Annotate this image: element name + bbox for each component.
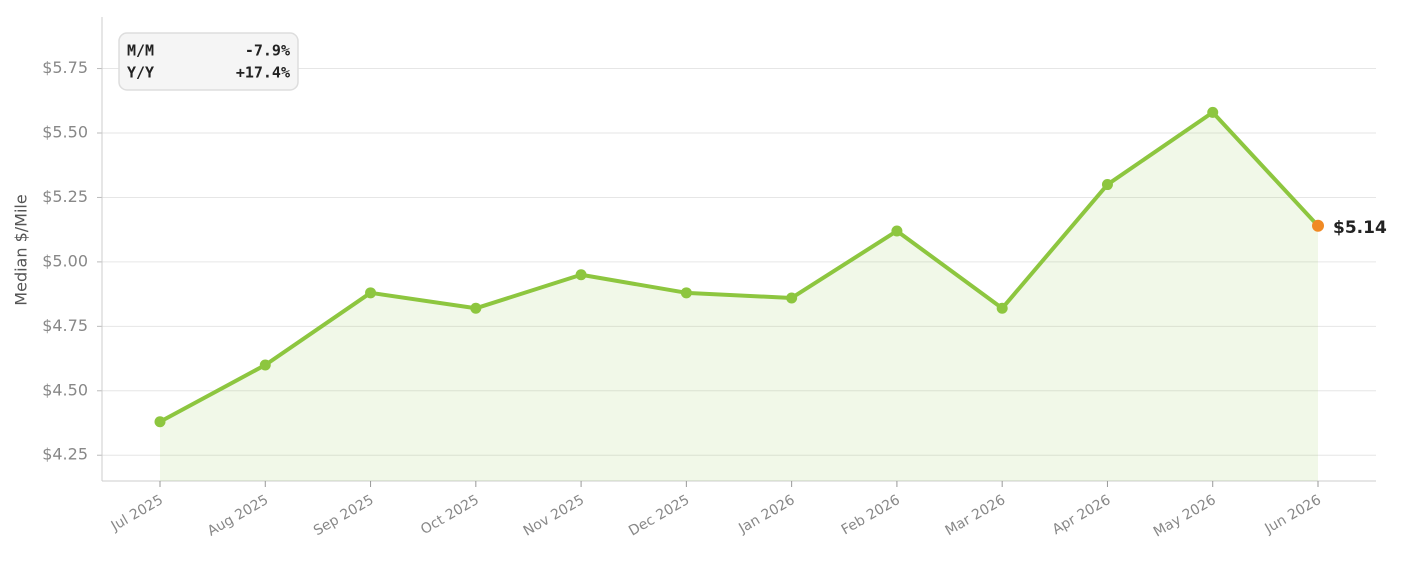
point (575, 269, 587, 281)
stats-value: +17.4% (236, 64, 290, 82)
y-tick-label: $5.50 (42, 123, 88, 142)
x-tick-label: Dec 2025 (626, 492, 692, 539)
value-label: $5.14 (1333, 218, 1387, 238)
x-tick-label: Feb 2026 (839, 492, 903, 538)
stats-box-bg (118, 32, 299, 91)
point (470, 302, 482, 314)
stats-value: -7.9% (245, 42, 290, 60)
point (259, 359, 271, 371)
x-tick-label: May 2026 (1151, 492, 1219, 540)
point (891, 225, 903, 237)
line (159, 110, 1320, 424)
y-tick-label: $4.25 (42, 445, 88, 464)
point (154, 416, 166, 428)
y-tick-label: $5.75 (42, 58, 88, 77)
y-tick-label: $5.00 (42, 251, 88, 270)
x-tick-label: Jun 2026 (1261, 492, 1324, 537)
point (1312, 219, 1324, 232)
x-tick-label: Apr 2026 (1050, 492, 1114, 538)
point (996, 302, 1008, 314)
y-tick-label: $4.50 (42, 380, 88, 399)
stats-label: M/M (127, 42, 154, 60)
stats-label: Y/Y (127, 64, 154, 82)
x-tick-label: Mar 2026 (943, 492, 1009, 539)
x-tick-label: Jan 2026 (735, 492, 797, 537)
x-tick-label: Sep 2025 (311, 492, 377, 539)
stats-box: M/M -7.9% Y/Y +17.4% (118, 32, 299, 91)
point (1207, 106, 1219, 118)
y-axis-label: Median $/Mile (12, 194, 31, 305)
point (1101, 179, 1113, 191)
point (786, 292, 798, 304)
point (680, 287, 692, 299)
x-tick-label: Nov 2025 (521, 492, 587, 540)
x-tick-label: Jul 2025 (108, 492, 166, 535)
x-tick-label: Aug 2025 (205, 492, 271, 540)
point (365, 287, 377, 299)
x-tick-label: Oct 2025 (418, 492, 482, 538)
y-tick-label: $5.25 (42, 187, 88, 206)
y-tick-label: $4.75 (42, 316, 88, 335)
